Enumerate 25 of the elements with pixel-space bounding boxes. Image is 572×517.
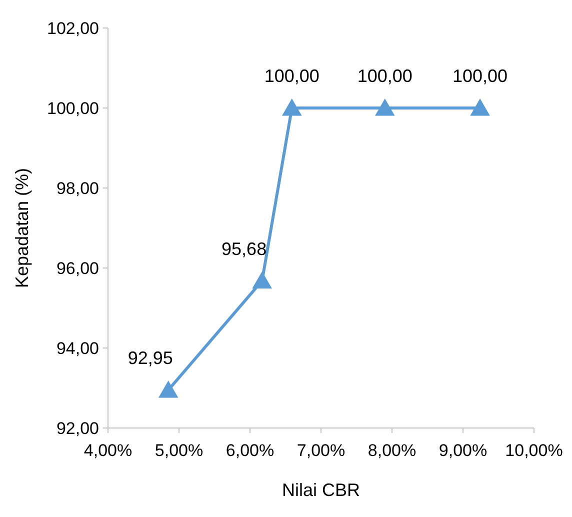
y-tick-label: 92,00 — [56, 418, 99, 438]
data-label: 92,95 — [128, 348, 173, 368]
point — [470, 98, 490, 116]
y-tick-label: 94,00 — [56, 338, 99, 358]
data-label: 100,00 — [357, 66, 412, 86]
x-tick-label: 6,00% — [226, 441, 274, 460]
y-tick-label: 102,00 — [47, 18, 99, 38]
y-axis-title: Kepadatan (%) — [12, 168, 32, 288]
y-tick-label: 100,00 — [47, 98, 99, 118]
x-tick-label: 4,00% — [84, 441, 132, 460]
point — [282, 98, 302, 116]
point — [158, 380, 178, 398]
y-tick-label: 96,00 — [56, 258, 99, 278]
x-tick-label: 5,00% — [154, 441, 204, 460]
y-tick-label: 98,00 — [56, 178, 99, 198]
point — [252, 271, 272, 289]
data-label: 100,00 — [452, 66, 508, 86]
x-tick-label: 8,00% — [368, 441, 416, 460]
x-tick-label: 7,00% — [296, 441, 346, 460]
x-tick-label: 9,00% — [438, 441, 488, 460]
data-label: 100,00 — [264, 66, 320, 86]
x-tick-label: 10,00% — [505, 441, 563, 460]
x-axis-title: Nilai CBR — [282, 480, 360, 500]
data-label: 95,68 — [222, 238, 267, 259]
point — [374, 98, 395, 116]
